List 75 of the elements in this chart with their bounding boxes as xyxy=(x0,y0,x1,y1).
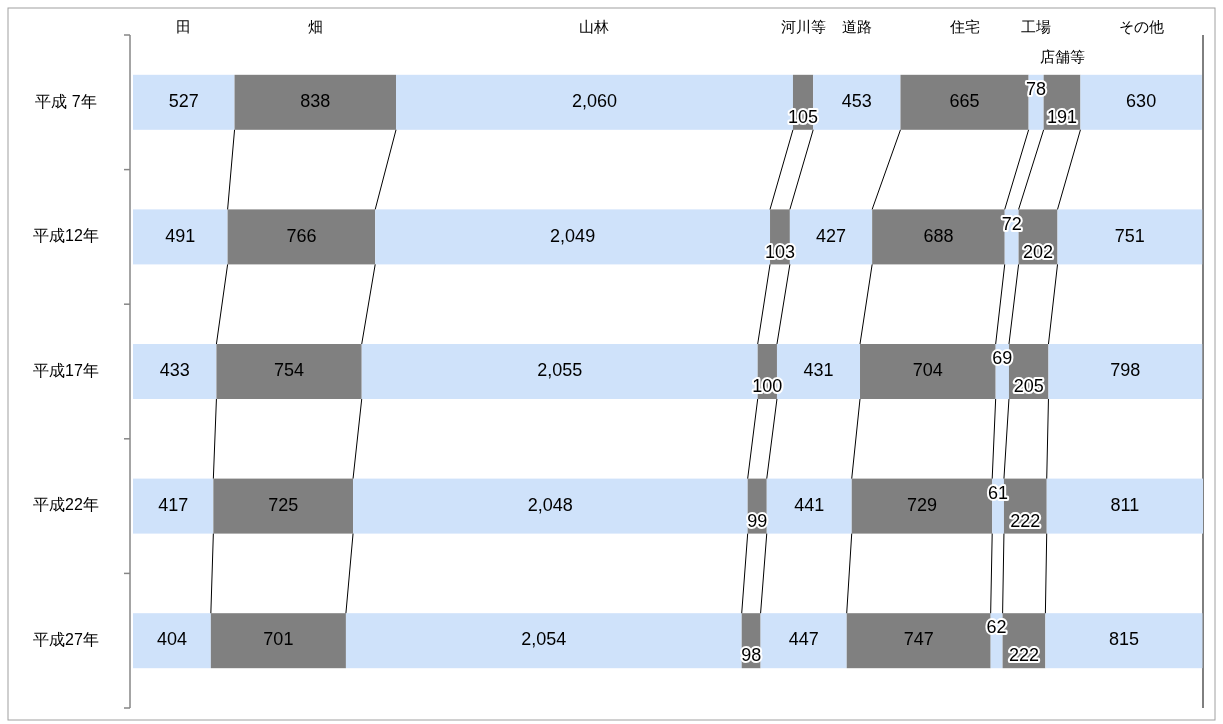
data-label: 69 xyxy=(992,348,1013,369)
bar xyxy=(133,613,211,669)
data-label: 447 xyxy=(788,629,819,650)
text: 工場 xyxy=(1021,17,1052,35)
bar xyxy=(133,74,235,130)
data-label: 747 xyxy=(903,629,934,650)
y-tick-label: 平成 7年 xyxy=(35,92,97,110)
data-label: 665 xyxy=(949,91,980,112)
text: 住宅 xyxy=(948,17,980,35)
data-label: 2,049 xyxy=(550,225,596,246)
data-label: 811 xyxy=(1110,494,1140,515)
y-tick-label: 平成22年 xyxy=(33,496,99,514)
data-label: 61 xyxy=(988,482,1009,503)
data-label: 417 xyxy=(158,494,189,515)
text: 道路 xyxy=(841,17,872,35)
data-label: 704 xyxy=(912,360,943,381)
data-label: 99 xyxy=(747,510,768,531)
bar xyxy=(133,344,217,399)
bar xyxy=(213,478,354,534)
data-label: 433 xyxy=(159,360,190,381)
bar xyxy=(1046,478,1203,534)
data-label: 222 xyxy=(1010,510,1041,531)
bar xyxy=(210,613,346,669)
text: 畑 xyxy=(307,17,323,35)
y-tick-label: 平成17年 xyxy=(33,361,99,379)
data-label: 751 xyxy=(1114,225,1145,246)
data-label: 725 xyxy=(268,494,299,515)
text: 山林 xyxy=(579,17,610,35)
data-label: 491 xyxy=(165,225,196,246)
data-label: 441 xyxy=(794,494,825,515)
bar xyxy=(1048,344,1203,399)
data-label: 2,048 xyxy=(527,494,573,515)
y-tick-label: 平成12年 xyxy=(33,227,99,245)
bar xyxy=(1080,74,1202,130)
data-label: 222 xyxy=(1008,645,1040,666)
data-label: 2,060 xyxy=(571,91,618,112)
data-label: 62 xyxy=(986,617,1007,638)
bar xyxy=(345,613,742,669)
bar xyxy=(900,74,1029,130)
data-label: 766 xyxy=(286,225,317,246)
data-label: 688 xyxy=(923,225,954,246)
data-label: 427 xyxy=(815,225,847,246)
data-label: 729 xyxy=(906,494,937,515)
data-label: 404 xyxy=(156,629,187,650)
text: 田 xyxy=(176,17,192,35)
data-label: 838 xyxy=(300,91,331,112)
bar xyxy=(133,478,214,534)
data-label: 2,055 xyxy=(537,360,583,381)
y-tick-label: 平成27年 xyxy=(33,630,99,648)
bar xyxy=(216,344,362,399)
data-label: 798 xyxy=(1110,360,1141,381)
bar xyxy=(353,478,748,534)
data-label: 453 xyxy=(841,91,872,112)
text: その他 xyxy=(1118,17,1164,35)
data-label: 202 xyxy=(1023,241,1054,262)
data-label: 815 xyxy=(1108,629,1139,650)
series-label: 店舗等 xyxy=(1039,47,1085,65)
bar xyxy=(227,209,376,265)
bar xyxy=(766,478,852,534)
data-label: 78 xyxy=(1026,79,1047,100)
data-label: 205 xyxy=(1013,376,1044,397)
data-label: 72 xyxy=(1001,213,1022,234)
data-label: 701 xyxy=(263,629,294,650)
data-label: 527 xyxy=(168,91,199,112)
bar xyxy=(760,613,847,669)
bar xyxy=(1057,209,1203,265)
bar xyxy=(1045,613,1203,669)
data-label: 2,054 xyxy=(521,629,567,650)
bar xyxy=(133,209,228,265)
text: 河川等 xyxy=(780,17,826,35)
bar xyxy=(234,74,397,130)
data-label: 431 xyxy=(803,360,834,381)
data-label: 630 xyxy=(1126,91,1157,112)
data-label: 191 xyxy=(1047,107,1078,128)
data-label: 754 xyxy=(274,360,305,381)
